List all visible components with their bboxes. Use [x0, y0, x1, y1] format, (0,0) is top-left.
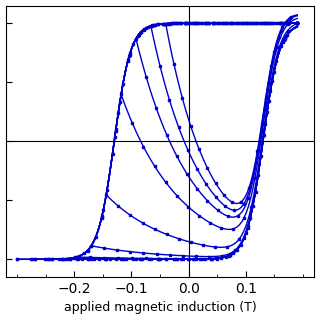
- X-axis label: applied magnetic induction (T): applied magnetic induction (T): [64, 301, 256, 315]
